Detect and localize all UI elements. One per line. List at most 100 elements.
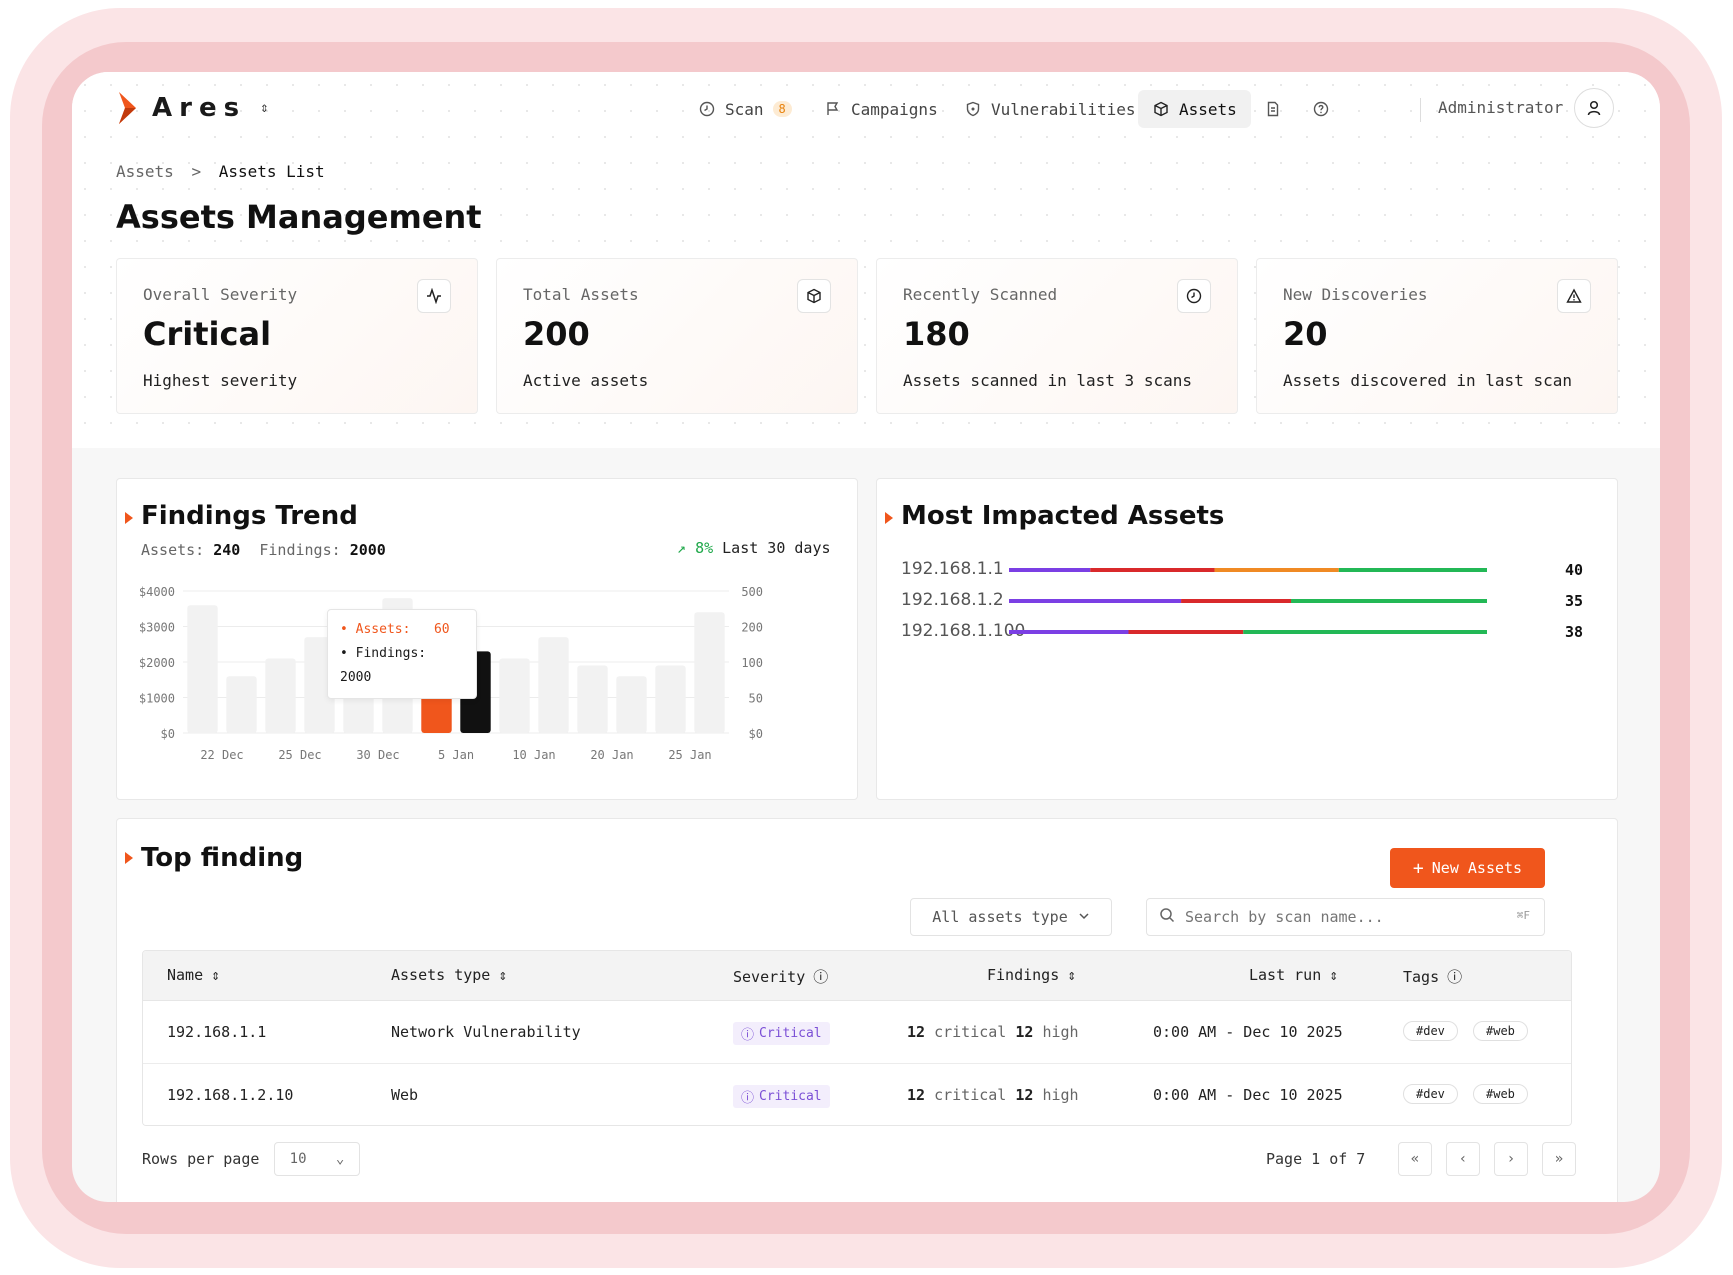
high-count: 12 (1015, 1023, 1034, 1041)
table-row[interactable]: 192.168.1.2.10 Web ⓘ Critical 12 critical… (143, 1065, 1571, 1125)
severity-badge: ⓘ Critical (733, 1022, 830, 1045)
app-window: Ares ⇕ Scan 8 Campaigns Vulnerabilities … (72, 72, 1660, 1202)
info-icon: ⓘ (1447, 968, 1463, 986)
stat-sub: Active assets (523, 371, 649, 390)
impacted-ip[interactable]: 192.168.1.1 (901, 559, 1004, 579)
info-icon: ⓘ (813, 968, 829, 986)
impacted-segment (1214, 568, 1339, 572)
nav-campaigns[interactable]: Campaigns (810, 90, 952, 128)
tag-chip[interactable]: #web (1473, 1084, 1528, 1104)
y-right-tick: 100 (741, 656, 763, 670)
last-page-button[interactable]: » (1542, 1142, 1576, 1176)
new-assets-label: New Assets (1431, 859, 1523, 877)
impacted-segment (1009, 630, 1129, 634)
nav-scan[interactable]: Scan 8 (684, 90, 806, 128)
row-type: Web (391, 1086, 419, 1104)
tooltip-findings-value: 2000 (340, 670, 372, 685)
stat-label: Total Assets (523, 285, 639, 304)
crit-label: critical (934, 1086, 1007, 1104)
document-icon (1264, 100, 1282, 118)
sort-icon: ⇕ (1067, 966, 1077, 984)
prev-page-button[interactable]: ‹ (1446, 1142, 1480, 1176)
search-icon (1159, 907, 1175, 927)
search-input[interactable] (1185, 908, 1485, 926)
tag-chip[interactable]: #web (1473, 1021, 1528, 1041)
severity-label: Critical (759, 1089, 822, 1104)
findings-trend-title: Findings Trend (141, 501, 358, 531)
col-name[interactable]: Name ⇕ (167, 966, 220, 984)
row-type: Network Vulnerability (391, 1023, 581, 1041)
warning-icon (1557, 279, 1591, 313)
x-tick: 25 Jan (668, 748, 711, 762)
trend-pct: 8% (695, 539, 714, 557)
first-page-button[interactable]: « (1398, 1142, 1432, 1176)
tag-chip[interactable]: #dev (1403, 1084, 1458, 1104)
col-tags-label: Tags (1403, 967, 1440, 986)
col-findings[interactable]: Findings ⇕ (987, 966, 1076, 984)
search-box[interactable]: ⌘F (1146, 898, 1545, 936)
high-count: 12 (1015, 1086, 1034, 1104)
x-tick: 25 Dec (278, 748, 321, 762)
stat-card-scanned: Recently Scanned 180 Assets scanned in l… (876, 258, 1238, 414)
impacted-segment (1338, 568, 1487, 572)
x-tick: 10 Jan (512, 748, 555, 762)
assets-type-value: All assets type (932, 908, 1068, 926)
col-type-label: Assets type (391, 966, 491, 984)
top-finding-title: Top finding (141, 843, 304, 873)
section-marker-icon (885, 512, 893, 524)
stat-card-total: Total Assets 200 Active assets (496, 258, 858, 414)
rows-per-page-select[interactable]: 10 ⌄ (274, 1142, 360, 1176)
y-right-tick: 500 (741, 585, 763, 599)
high-label: high (1042, 1086, 1079, 1104)
chevron-updown-icon[interactable]: ⇕ (260, 100, 269, 116)
impacted-ip[interactable]: 192.168.1.100 (901, 621, 1026, 641)
tag-chip[interactable]: #dev (1403, 1021, 1458, 1041)
user-name[interactable]: Administrator (1438, 98, 1564, 117)
next-page-button[interactable]: › (1494, 1142, 1528, 1176)
help-button[interactable] (1304, 90, 1338, 128)
nav-assets[interactable]: Assets (1138, 90, 1251, 128)
bar (187, 605, 218, 733)
impacted-ip[interactable]: 192.168.1.2 (901, 590, 1004, 610)
stat-sub: Assets scanned in last 3 scans (903, 371, 1192, 390)
col-lastrun-label: Last run (1249, 966, 1322, 984)
impacted-count: 35 (1565, 592, 1584, 610)
nav-scan-label: Scan (725, 99, 764, 119)
col-severity[interactable]: Severity ⓘ (733, 966, 828, 987)
trend-indicator: ↗ 8% Last 30 days (677, 539, 831, 557)
col-type[interactable]: Assets type ⇕ (391, 966, 507, 984)
findings-value: 2000 (349, 541, 386, 559)
crit-label: critical (934, 1023, 1007, 1041)
nav-campaigns-label: Campaigns (851, 99, 938, 119)
x-tick: 20 Jan (590, 748, 633, 762)
table-row[interactable]: 192.168.1.1 Network Vulnerability ⓘ Criti… (143, 1002, 1571, 1064)
logo[interactable]: Ares ⇕ (116, 90, 269, 126)
stat-sub: Assets discovered in last scan (1283, 371, 1572, 390)
stat-label: Overall Severity (143, 285, 298, 304)
breadcrumb-separator: > (191, 162, 202, 181)
assets-type-select[interactable]: All assets type (910, 898, 1112, 936)
new-assets-button[interactable]: + New Assets (1390, 848, 1545, 888)
plus-icon: + (1412, 857, 1424, 879)
section-marker-icon (125, 852, 133, 864)
app-name: Ares (152, 93, 247, 123)
col-tags[interactable]: Tags ⓘ (1403, 966, 1462, 987)
col-lastrun[interactable]: Last run ⇕ (1249, 966, 1338, 984)
box-icon (1152, 100, 1170, 118)
avatar[interactable] (1574, 88, 1614, 128)
tooltip-findings-label: Findings: (355, 646, 427, 661)
findings-table: Name ⇕ Assets type ⇕ Severity ⓘ Findings ⇕ L… (142, 950, 1572, 1126)
y-left-tick: $1000 (139, 692, 175, 706)
impacted-bars (1009, 568, 1487, 634)
breadcrumb-root[interactable]: Assets (116, 162, 174, 181)
clock-icon (1177, 279, 1211, 313)
docs-button[interactable] (1256, 90, 1290, 128)
activity-icon (417, 279, 451, 313)
crit-count: 12 (907, 1023, 926, 1041)
section-marker-icon (125, 512, 133, 524)
bar (226, 676, 257, 733)
impacted-segment (1009, 568, 1091, 572)
sort-icon: ⇕ (1329, 966, 1339, 984)
nav-vulnerabilities[interactable]: Vulnerabilities (950, 90, 1150, 128)
findings-trend-chart: $4000 500 $3000 200 $2000 100 $1000 50 $0 $0 22 De… (139, 585, 763, 762)
